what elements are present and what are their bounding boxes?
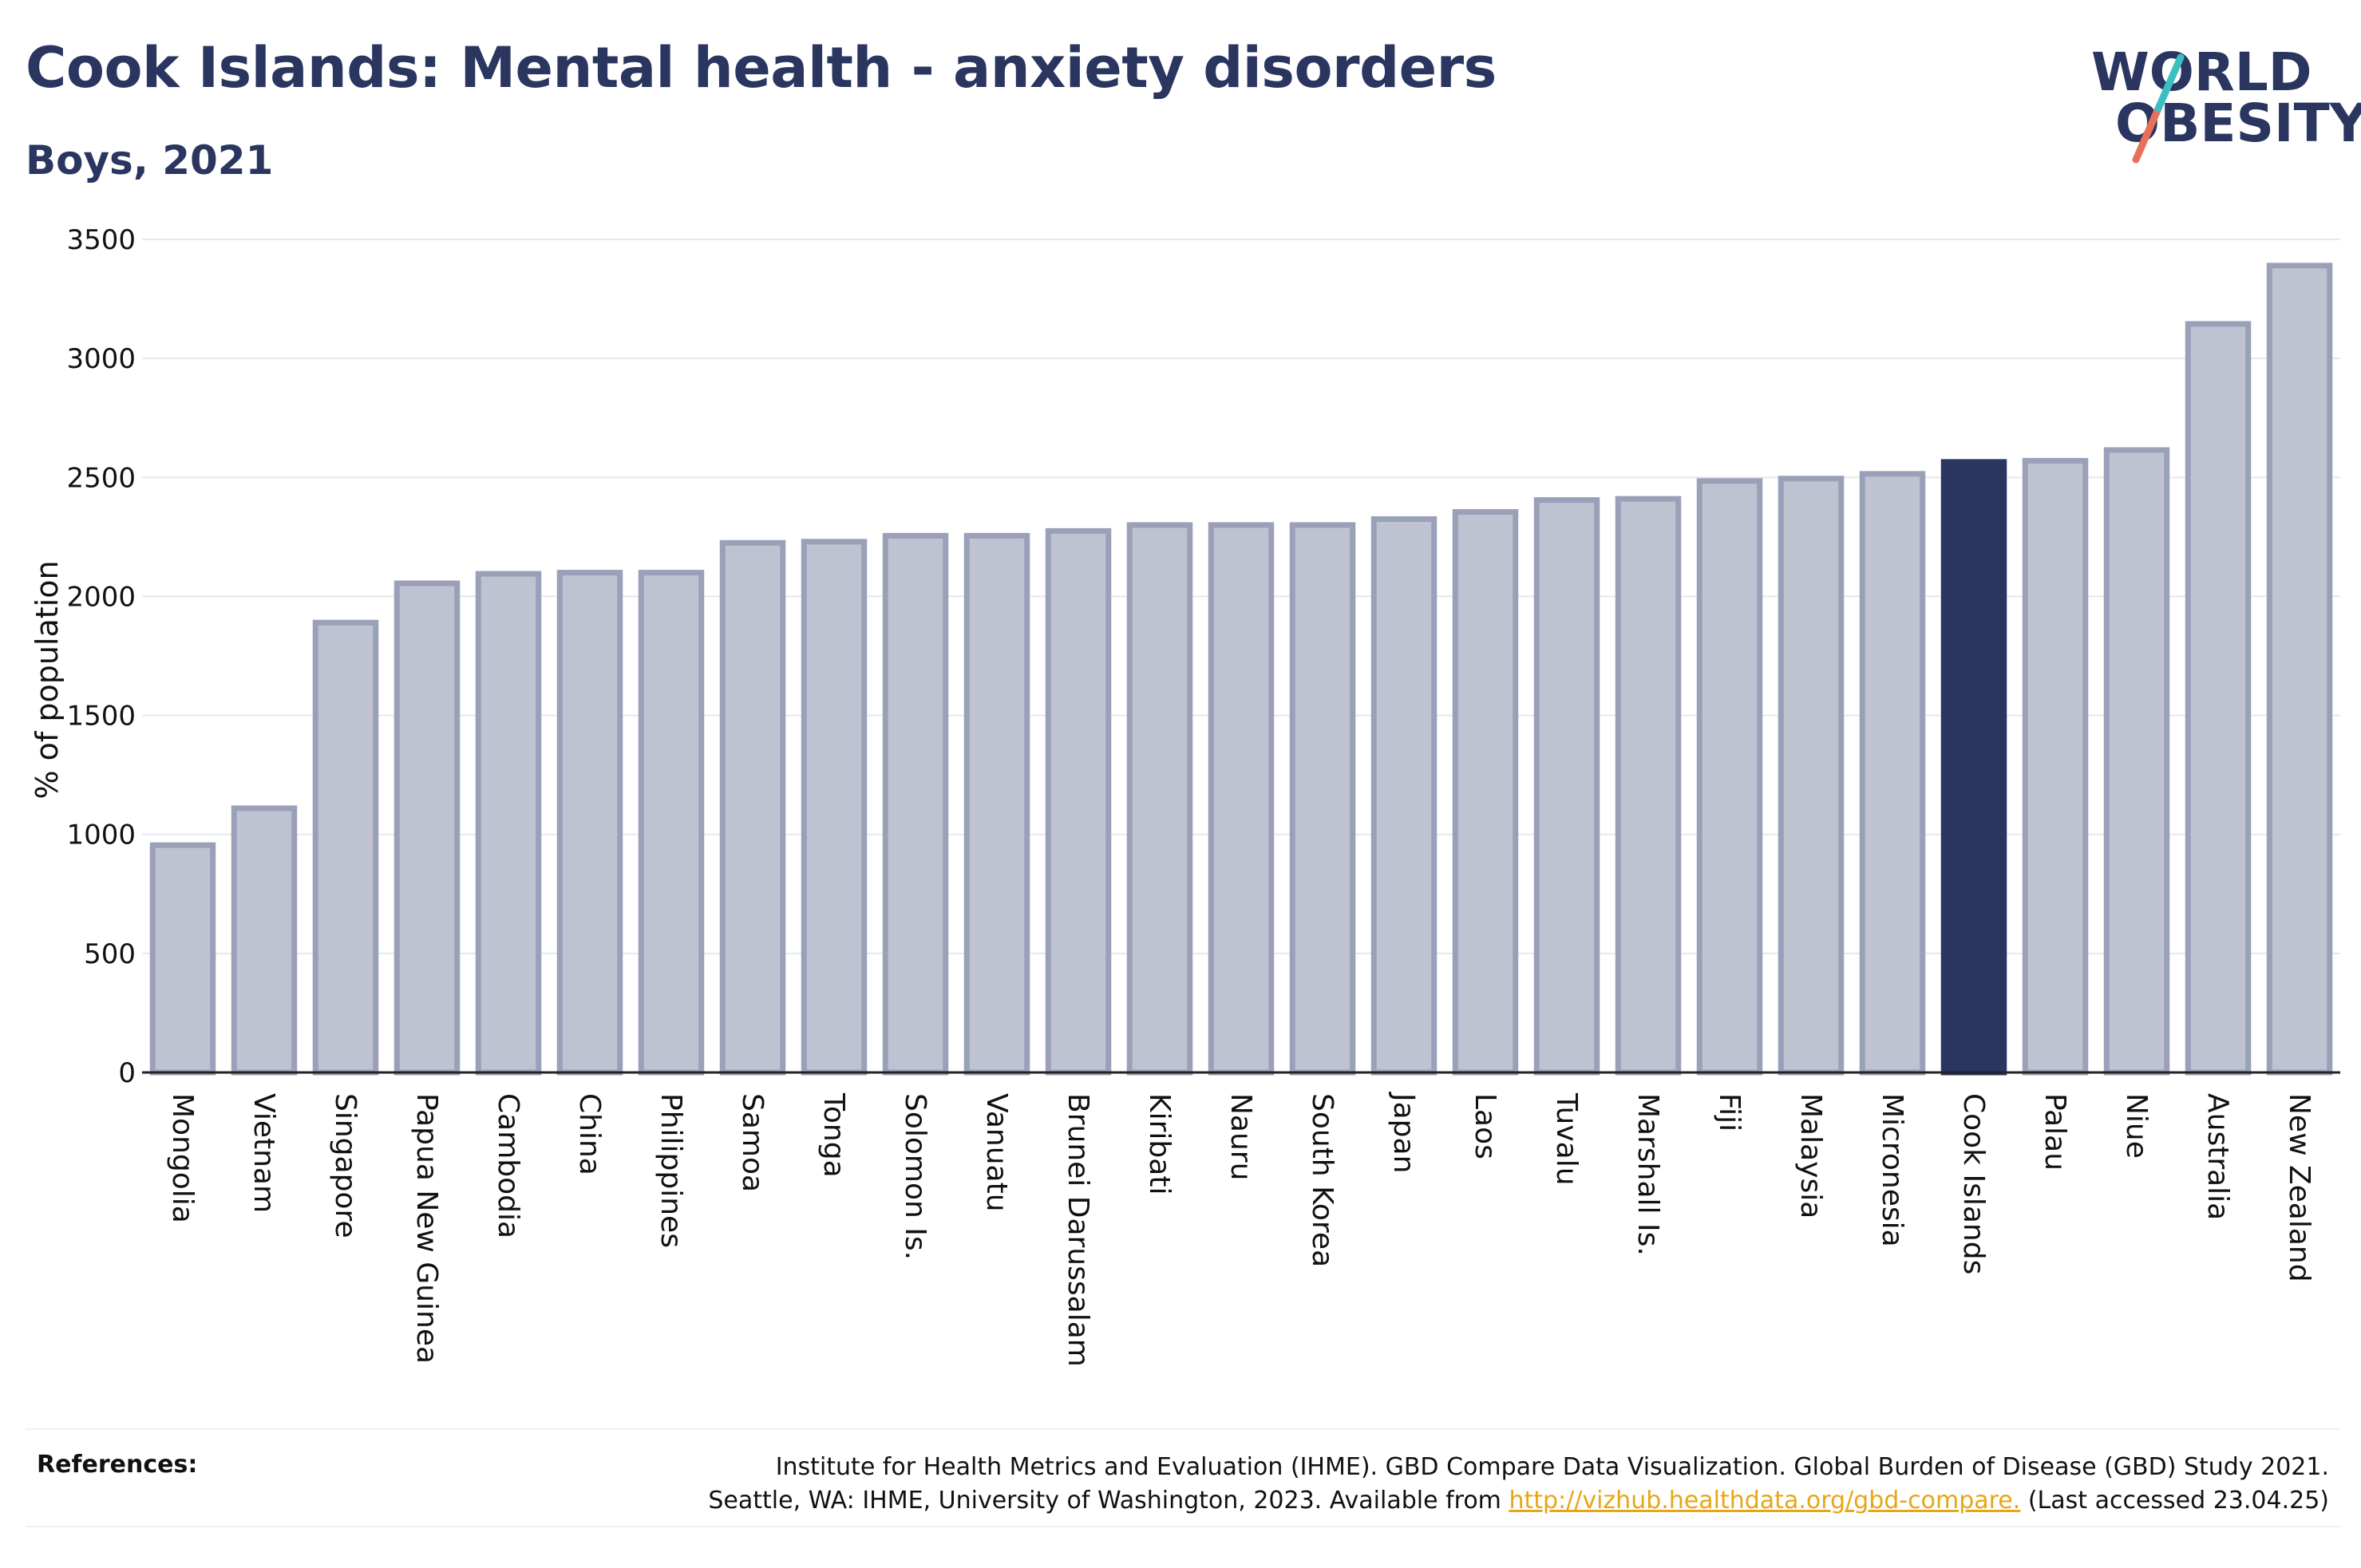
x-tick-label: Australia: [2201, 1093, 2234, 1220]
bar: [719, 539, 786, 1076]
x-tick-label: Kiribati: [1143, 1093, 1176, 1195]
bar: [556, 570, 623, 1076]
x-tick-label: Mongolia: [166, 1093, 199, 1223]
bar: [1370, 515, 1438, 1076]
x-tick-label: Niue: [2120, 1093, 2153, 1159]
x-tick-label: Malaysia: [1794, 1093, 1827, 1218]
bar: [1289, 522, 1356, 1076]
x-tick-label: Cambodia: [492, 1093, 524, 1238]
references-section: References: Institute for Health Metrics…: [26, 1428, 2340, 1527]
bar: [882, 532, 949, 1076]
bar: [801, 539, 868, 1076]
bar: [638, 570, 705, 1076]
y-tick-label: 0: [118, 1057, 136, 1089]
x-tick-label: China: [573, 1093, 606, 1175]
bar: [2022, 457, 2089, 1076]
y-axis-title: % of population: [30, 560, 65, 799]
x-tick-label: Solomon Is.: [899, 1093, 931, 1260]
bar: [2266, 263, 2333, 1076]
references-label: References:: [37, 1451, 198, 1479]
x-tick-label: Tuvalu: [1550, 1092, 1583, 1186]
logo-word-world: WORLD: [2091, 41, 2312, 103]
bar: [963, 532, 1030, 1076]
y-tick-label: 1000: [66, 820, 136, 851]
chart-subtitle: Boys, 2021: [26, 137, 274, 184]
bar: [1208, 522, 1275, 1076]
x-tick-label: Vietnam: [247, 1093, 280, 1213]
y-tick-label: 2000: [66, 581, 136, 613]
bar: [1615, 496, 1682, 1076]
references-line-2-start: Seattle, WA: IHME, University of Washing…: [708, 1487, 1509, 1515]
references-line-2-end: (Last accessed 23.04.25): [2020, 1487, 2329, 1515]
bar: [231, 805, 298, 1076]
bar: [475, 571, 542, 1076]
bar: [149, 842, 216, 1076]
bar-chart: 0 500 1000 1500 2000 2500 3000 3500 % of populat…: [30, 224, 2340, 1367]
bar: [2103, 447, 2170, 1076]
bar: [1696, 478, 1763, 1076]
bar: [1126, 522, 1193, 1076]
x-tick-label: Tonga: [817, 1092, 850, 1178]
x-tick-label: Palau: [2039, 1093, 2071, 1171]
x-tick-label: Cook Islands: [1957, 1093, 1990, 1274]
bar: [1533, 497, 1600, 1076]
x-tick-label: Vanuatu: [980, 1093, 1013, 1212]
references-text: Institute for Health Metrics and Evaluat…: [708, 1451, 2329, 1518]
x-tick-label: Laos: [1469, 1093, 1501, 1159]
bar: [1778, 476, 1845, 1076]
x-tick-label: South Korea: [1306, 1093, 1339, 1267]
references-line-2: Seattle, WA: IHME, University of Washing…: [708, 1484, 2329, 1518]
bar: [2185, 321, 2252, 1076]
x-tick-label: New Zealand: [2283, 1093, 2316, 1282]
x-tick-label: Fiji: [1713, 1093, 1746, 1132]
x-tick-label: Papua New Guinea: [410, 1093, 443, 1364]
y-tick-label: 500: [84, 938, 136, 970]
bar: [394, 580, 461, 1076]
x-tick-label: Singapore: [329, 1093, 362, 1238]
logo-slash-icon: [2132, 53, 2185, 164]
x-tick-label: Brunei Darussalam: [1062, 1093, 1094, 1367]
y-tick-label: 3500: [66, 224, 136, 256]
world-obesity-logo: WORLD OBESITY: [2059, 32, 2361, 176]
bar: [1045, 527, 1112, 1076]
bar: [312, 619, 379, 1076]
x-tick-label: Japan: [1387, 1092, 1420, 1173]
chart-title: Cook Islands: Mental health - anxiety di…: [26, 35, 1497, 101]
y-tick-label: 1500: [66, 701, 136, 733]
references-line-1: Institute for Health Metrics and Evaluat…: [775, 1453, 2329, 1481]
x-tick-label: Marshall Is.: [1631, 1093, 1664, 1256]
y-tick-label: 3000: [66, 343, 136, 375]
x-tick-label: Samoa: [736, 1093, 769, 1192]
bar: [1452, 509, 1519, 1076]
x-tick-label: Nauru: [1224, 1093, 1257, 1180]
references-link[interactable]: http://vizhub.healthdata.org/gbd-compare…: [1509, 1487, 2021, 1515]
x-tick-label: Micronesia: [1876, 1093, 1908, 1247]
x-tick-label: Philippines: [655, 1093, 687, 1248]
bar: [1940, 459, 2007, 1076]
bar: [1859, 471, 1926, 1076]
y-tick-label: 2500: [66, 462, 136, 494]
